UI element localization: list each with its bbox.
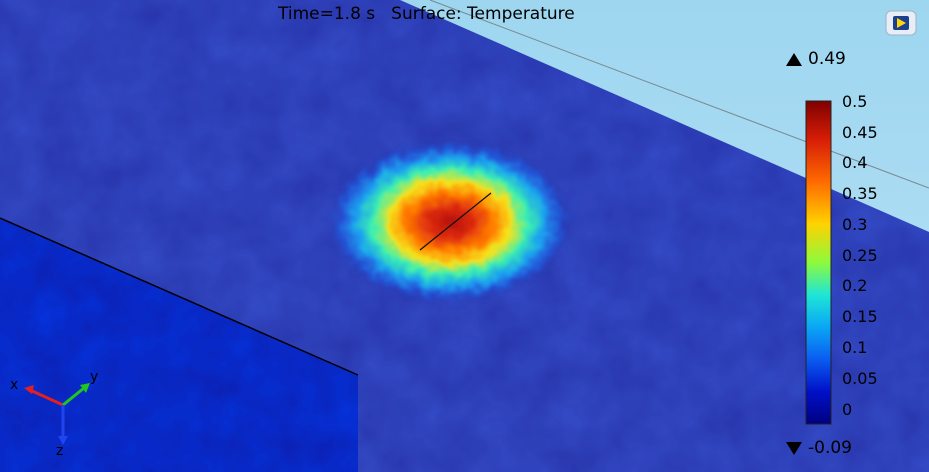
y-axis-head: [80, 383, 90, 393]
surface-label: Surface: Temperature: [391, 4, 575, 24]
colorbar-tick: 0: [842, 400, 853, 419]
colorbar-max-label: 0.49: [786, 50, 846, 68]
axis-triad: [24, 383, 90, 445]
plate-side-texture: [0, 218, 358, 472]
z-axis-head: [58, 436, 68, 445]
x-axis-head: [24, 385, 34, 394]
colorbar-tick: 0.2: [842, 276, 868, 295]
colorbar: [805, 100, 832, 425]
colorbar-tick: 0.25: [842, 246, 878, 265]
plot-title: Time=1.8 s Surface: Temperature: [278, 4, 575, 24]
z-axis-label: z: [56, 443, 64, 459]
colorbar-tick: 0.35: [842, 184, 878, 203]
colorbar-min-label: -0.09: [786, 439, 852, 457]
colorbar-tick: 0.1: [842, 338, 868, 357]
comsol-logo-icon[interactable]: [884, 8, 918, 38]
colorbar-max-value: 0.49: [808, 49, 846, 69]
colorbar-tick: 0.45: [842, 123, 878, 142]
colorbar-tick: 0.4: [842, 153, 868, 172]
y-axis-label: y: [90, 369, 99, 385]
time-label: Time=1.8 s: [278, 4, 376, 24]
heat-source-line: [419, 192, 492, 251]
geometry-edge-line: [429, 0, 929, 189]
colorbar-tick: 0.3: [842, 215, 868, 234]
colorbar-tick: 0.15: [842, 307, 878, 326]
x-axis-label: x: [10, 377, 19, 393]
colorbar-tick: 0.5: [842, 92, 868, 111]
colorbar-tick: 0.05: [842, 369, 878, 388]
colorbar-min-value: -0.09: [808, 438, 852, 458]
triangle-up-icon: [786, 52, 802, 66]
y-axis-arrow: [62, 386, 85, 407]
x-axis-arrow: [29, 388, 64, 407]
triangle-down-icon: [786, 441, 802, 455]
plate-front-edge: [0, 217, 359, 376]
temperature-hotspot: [328, 140, 572, 304]
